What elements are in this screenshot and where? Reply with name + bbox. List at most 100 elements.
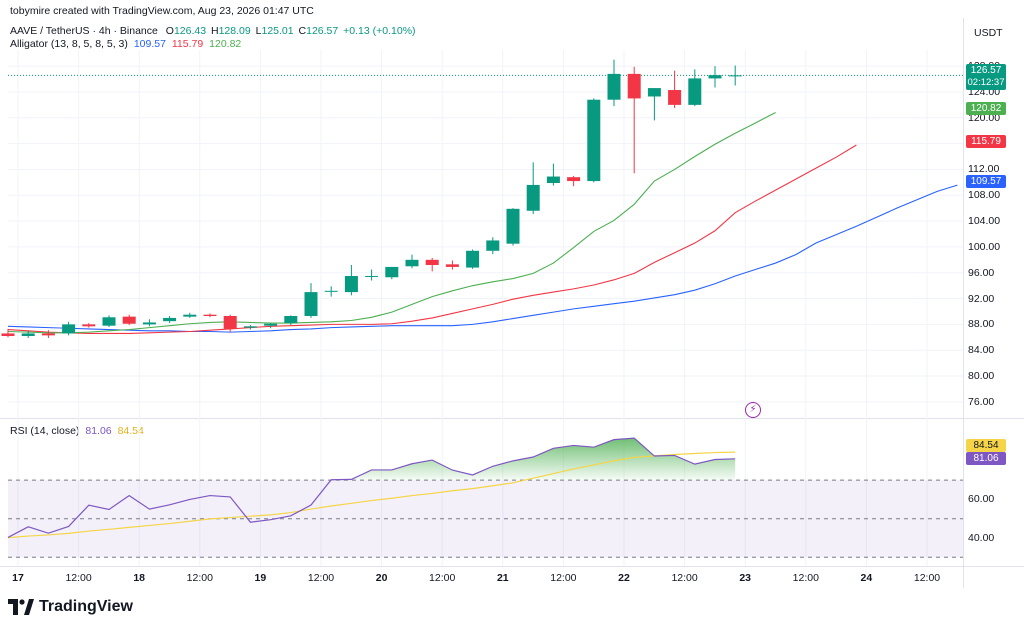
candle-body <box>324 290 338 292</box>
price-axis-label: 84.00 <box>968 344 995 357</box>
candle <box>567 175 581 187</box>
candle-body <box>466 250 480 268</box>
candle-body <box>102 317 116 326</box>
candle-body <box>284 315 298 324</box>
time-axis-label: 12:00 <box>65 572 92 584</box>
alligator-jaw-line <box>7 184 958 333</box>
alligator-teeth-line <box>7 144 857 334</box>
rsi-badge: 81.06 <box>966 452 1006 465</box>
candle-body <box>142 322 156 325</box>
rsi-label[interactable]: RSI (14, close) <box>10 425 80 437</box>
price-axis-label: 76.00 <box>968 395 995 408</box>
time-axis-label: 21 <box>496 572 509 584</box>
alligator-lips-value: 120.82 <box>209 38 242 50</box>
time-axis-label: 24 <box>860 572 873 584</box>
candle-body <box>365 275 379 277</box>
candle <box>344 264 358 296</box>
candle-body <box>122 316 136 324</box>
candle-body <box>526 184 540 211</box>
candle <box>324 286 338 297</box>
candle-body <box>41 333 55 336</box>
bar-countdown: 02:12:37 <box>967 77 1005 88</box>
rsi-legend-value: 81.06 <box>85 425 112 437</box>
candle-body <box>223 315 237 329</box>
candle <box>41 330 55 338</box>
candle-body <box>627 73 641 99</box>
alligator-label[interactable]: Alligator (13, 8, 5, 8, 5, 3) <box>10 38 128 50</box>
candle <box>385 266 399 280</box>
price-axis-label: 92.00 <box>968 292 995 305</box>
candle <box>688 69 702 107</box>
alligator-lips-line <box>7 112 776 334</box>
high-label: H <box>211 25 219 37</box>
time-axis-label: 23 <box>739 572 752 584</box>
price-axis-label: 88.00 <box>968 318 995 331</box>
candle <box>405 254 419 269</box>
candle <box>627 66 641 174</box>
candle-body <box>1 333 15 337</box>
time-axis-label: 12:00 <box>429 572 456 584</box>
rsi-ma-badge: 84.54 <box>966 439 1006 452</box>
jaw-badge: 109.57 <box>966 175 1006 188</box>
candle <box>243 325 257 330</box>
alligator-legend: Alligator (13, 8, 5, 8, 5, 3) 109.57 115… <box>10 38 241 50</box>
symbol-legend: AAVE / TetherUS · 4h · Binance O126.43 H… <box>10 25 416 37</box>
candle <box>82 323 96 328</box>
candle <box>163 315 177 324</box>
candle <box>183 312 197 318</box>
candle-body <box>264 323 278 326</box>
candle-body <box>708 75 722 79</box>
candle-body <box>203 314 217 316</box>
candle-body <box>647 88 661 97</box>
candle-body <box>344 275 358 293</box>
time-axis-label: 12:00 <box>913 572 941 584</box>
time-axis-label: 12:00 <box>792 572 819 584</box>
time-axis-label: 22 <box>618 572 630 584</box>
candle-body <box>405 259 419 267</box>
time-axis-label: 12:00 <box>550 572 577 584</box>
candle <box>486 237 500 255</box>
candle-body <box>567 177 581 182</box>
candle-body <box>445 264 459 267</box>
candle-body <box>183 314 197 317</box>
rsi-legend: RSI (14, close) 81.06 84.54 <box>10 425 144 437</box>
chart-credit: tobymire created with TradingView.com, A… <box>10 5 314 17</box>
candle-body <box>304 292 318 316</box>
rsi-axis-label: 40.00 <box>968 532 995 544</box>
candle <box>203 313 217 318</box>
alligator-jaw-value: 109.57 <box>133 38 166 50</box>
time-axis-label: 17 <box>12 572 24 584</box>
rsi-ma-legend-value: 84.54 <box>117 425 144 437</box>
last-price-value: 126.57 <box>970 65 1002 76</box>
last-price-badge: 126.57 02:12:37 <box>966 64 1006 90</box>
tradingview-logo[interactable]: TradingView <box>8 598 133 616</box>
price-axis-label: 104.00 <box>968 215 1001 228</box>
rsi-axis-label: 60.00 <box>968 493 995 506</box>
candle-body <box>688 78 702 105</box>
candle <box>62 321 76 336</box>
price-axis-label: 108.00 <box>968 189 1001 202</box>
close-value: 126.57 <box>306 25 339 37</box>
candle <box>526 162 540 214</box>
price-axis-label: 96.00 <box>968 266 995 279</box>
candle-body <box>486 240 500 251</box>
candle-body <box>385 266 399 278</box>
price-axis-label: 100.00 <box>968 240 1001 253</box>
lightning-icon[interactable]: ⚡ <box>745 402 761 418</box>
candle <box>587 98 601 183</box>
high-value: 128.09 <box>218 25 251 37</box>
candle <box>102 315 116 327</box>
candle <box>708 66 722 88</box>
time-axis-label: 19 <box>254 572 267 584</box>
alligator-teeth-value: 115.79 <box>171 38 204 50</box>
candle <box>668 70 682 109</box>
candle-body <box>243 326 257 328</box>
candle <box>466 249 480 269</box>
candle <box>365 269 379 281</box>
tradingview-logo-icon <box>8 599 34 615</box>
candle <box>122 314 136 326</box>
time-axis-label: 12:00 <box>307 572 335 584</box>
currency-label[interactable]: USDT <box>974 27 1003 39</box>
symbol-name[interactable]: AAVE / TetherUS · 4h · Binance <box>10 25 158 37</box>
